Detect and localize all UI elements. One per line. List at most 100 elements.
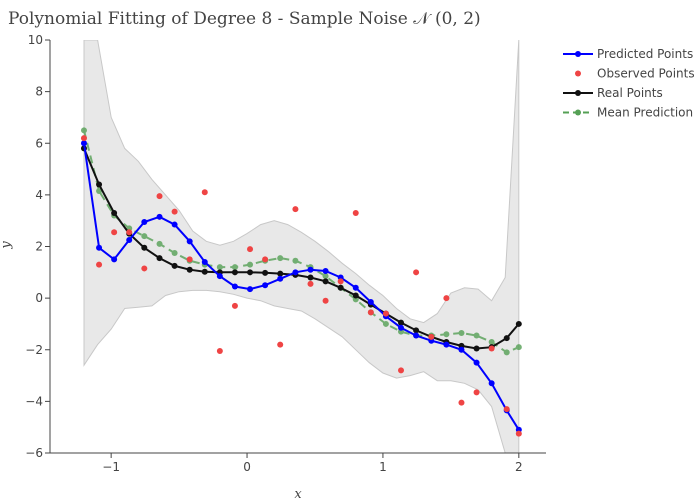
real-point [186, 266, 193, 273]
predicted-point [277, 275, 284, 282]
predicted-point [292, 269, 299, 276]
mean-point [156, 240, 163, 247]
observed-point [307, 280, 314, 287]
legend-label: Predicted Points [597, 47, 693, 61]
predicted-point [443, 341, 450, 348]
observed-point [111, 229, 118, 236]
observed-point [367, 309, 374, 316]
observed-point [503, 406, 510, 413]
real-point [413, 327, 420, 334]
observed-point [247, 246, 254, 253]
y-tick-label: 2 [35, 240, 43, 254]
mean-point [231, 264, 238, 271]
legend-item-observed[interactable]: Observed Points [575, 67, 695, 81]
predicted-point [352, 284, 359, 291]
real-point [515, 320, 522, 327]
real-point [352, 292, 359, 299]
predicted-point [398, 324, 405, 331]
observed-point [398, 367, 405, 374]
legend[interactable]: Predicted Points Observed Points Real Poin… [563, 47, 695, 120]
predicted-point [247, 286, 254, 293]
predicted-point [262, 282, 269, 289]
mean-point [171, 249, 178, 256]
observed-point [156, 193, 163, 200]
predicted-point [216, 273, 223, 280]
observed-point [201, 189, 208, 196]
predicted-point [96, 244, 103, 251]
real-point [111, 209, 118, 216]
predicted-point [307, 266, 314, 273]
mean-point [488, 339, 495, 346]
observed-point [337, 278, 344, 285]
mean-point [458, 329, 465, 336]
predicted-point [231, 283, 238, 290]
legend-swatch-marker [575, 51, 581, 57]
predicted-point [413, 332, 420, 339]
y-tick-label: −2 [25, 343, 43, 357]
observed-point [216, 348, 223, 355]
y-tick-label: 6 [35, 136, 43, 150]
real-point [398, 319, 405, 326]
mean-point [141, 233, 148, 240]
legend-swatch-marker [575, 90, 581, 96]
real-point [247, 269, 254, 276]
legend-label: Mean Prediction [597, 106, 693, 120]
observed-point [80, 135, 87, 142]
predicted-point [111, 256, 118, 263]
x-tick-label: 1 [379, 460, 387, 474]
real-point [503, 335, 510, 342]
y-tick-label: 8 [35, 85, 43, 99]
x-tick-label: −1 [102, 460, 120, 474]
observed-point [292, 206, 299, 213]
observed-point [443, 295, 450, 302]
predicted-point [141, 218, 148, 225]
real-point [322, 278, 329, 285]
real-point [231, 269, 238, 276]
mean-point [473, 332, 480, 339]
observed-point [458, 399, 465, 406]
real-point [307, 274, 314, 281]
observed-point [262, 256, 269, 263]
mean-point [382, 320, 389, 327]
predicted-point [367, 298, 374, 305]
mean-point [80, 127, 87, 134]
legend-item-real[interactable]: Real Points [563, 86, 663, 100]
legend-item-predicted[interactable]: Predicted Points [563, 47, 693, 61]
x-tick-label: 0 [243, 460, 251, 474]
real-point [277, 270, 284, 277]
mean-point [292, 257, 299, 264]
observed-series [80, 135, 522, 437]
observed-point [352, 209, 359, 216]
y-tick-label: 0 [35, 291, 43, 305]
x-tick-label: 2 [515, 460, 523, 474]
axes-layer: −6 −4 −2 0 2 4 6 8 10 −1 0 1 2 [25, 33, 546, 474]
observed-point [322, 297, 329, 304]
y-tick-label: −4 [25, 394, 43, 408]
y-tick-label: −6 [25, 446, 43, 460]
observed-point [171, 208, 178, 215]
legend-item-mean[interactable]: Mean Prediction [563, 106, 693, 120]
observed-point [428, 333, 435, 340]
real-point [473, 345, 480, 352]
legend-label: Observed Points [597, 67, 695, 81]
observed-point [413, 269, 420, 276]
y-tick-label: 4 [35, 188, 43, 202]
real-point [201, 268, 208, 275]
mean-point [503, 349, 510, 356]
predicted-point [80, 140, 87, 147]
mean-point [247, 261, 254, 268]
y-axis-label: y [0, 241, 14, 250]
real-point [262, 269, 269, 276]
predicted-point [201, 258, 208, 265]
predicted-point [171, 221, 178, 228]
predicted-point [458, 346, 465, 353]
observed-point [515, 430, 522, 437]
legend-label: Real Points [597, 86, 663, 100]
real-point [171, 262, 178, 269]
real-point [156, 255, 163, 262]
observed-point [96, 261, 103, 268]
predicted-point [322, 268, 329, 275]
x-axis-label: x [294, 487, 302, 500]
observed-point [231, 302, 238, 309]
